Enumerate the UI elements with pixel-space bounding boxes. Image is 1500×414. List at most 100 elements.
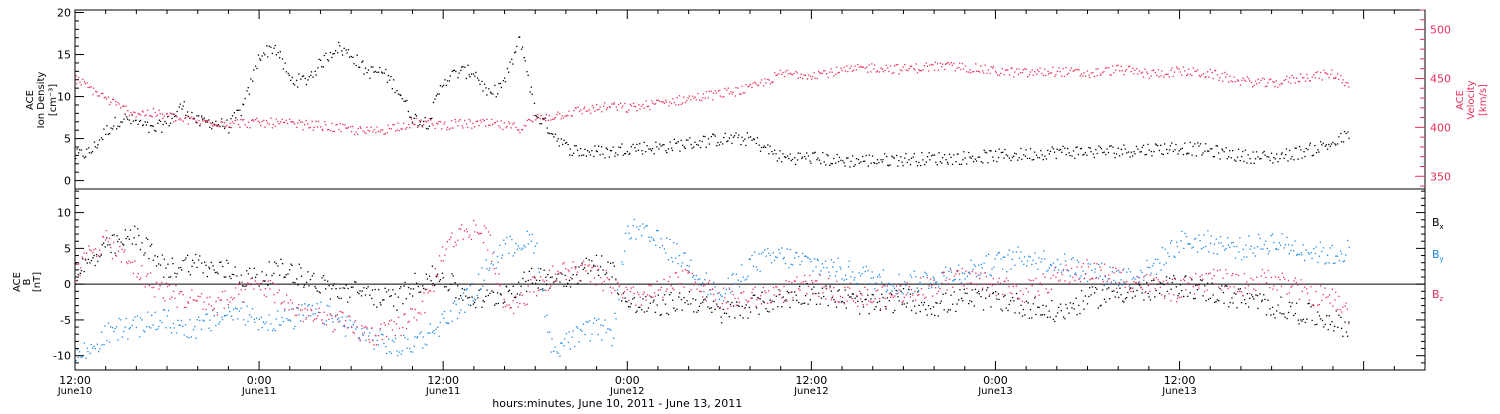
series-bz-point (278, 289, 280, 291)
velocity-series-point (830, 68, 832, 70)
series-by-point (523, 244, 525, 247)
series-by-point (320, 301, 322, 303)
density-series-point (722, 143, 724, 145)
series-bx-point (394, 293, 396, 295)
series-by-point (850, 276, 852, 278)
series-by-point (1146, 259, 1148, 262)
series-bx-point (663, 294, 666, 296)
series-by-point (377, 344, 380, 346)
density-series-point (137, 123, 139, 125)
series-by-point (232, 319, 234, 321)
series-bz-point (725, 302, 727, 304)
series-bx-point (1159, 292, 1161, 294)
series-bz-point (1078, 278, 1080, 280)
velocity-series-point (393, 123, 395, 126)
series-bx-point (1120, 294, 1122, 296)
velocity-series-point (290, 121, 292, 123)
density-series-point (820, 162, 822, 165)
series-bz-point (129, 261, 132, 264)
velocity-series-point (316, 126, 319, 128)
series-bx-point (474, 301, 476, 304)
x-tick-date-label: June11 (241, 386, 277, 397)
series-by-point (352, 324, 354, 326)
series-bz-point (1203, 290, 1206, 293)
series-by-point (466, 288, 468, 290)
density-series-point (1347, 131, 1349, 133)
series-bz-point (411, 308, 414, 310)
velocity-series-point (987, 69, 989, 71)
series-by-point (731, 274, 733, 276)
series-by-point (1056, 259, 1059, 261)
series-bz-point (670, 285, 672, 287)
velocity-series-point (193, 118, 196, 120)
series-bz-point (269, 288, 271, 290)
velocity-series-point (902, 66, 904, 68)
series-bx-point (347, 287, 349, 290)
series-bz-point (740, 292, 742, 294)
velocity-series-point (430, 119, 432, 121)
series-bx-point (698, 305, 701, 307)
velocity-series-point (311, 120, 313, 123)
velocity-series-point (92, 93, 94, 96)
series-bz-point (1300, 279, 1302, 281)
velocity-series-point (1197, 69, 1199, 71)
series-bz-point (1061, 273, 1063, 276)
density-series-point (229, 126, 231, 128)
velocity-series-point (479, 119, 481, 121)
series-bz-point (1158, 281, 1160, 283)
series-bx-point (1159, 282, 1161, 284)
series-bz-point (1117, 269, 1119, 271)
series-bx-point (193, 262, 195, 264)
density-series-point (1277, 161, 1279, 163)
velocity-series-point (477, 120, 479, 122)
series-bx-point (687, 303, 689, 305)
velocity-series-point (851, 70, 853, 72)
series-bx-point (460, 295, 462, 297)
density-series-point (1052, 148, 1055, 150)
series-by-point (1307, 252, 1309, 254)
density-series-point (574, 145, 576, 147)
series-bx-point (216, 271, 218, 273)
velocity-series-point (944, 68, 946, 71)
series-bz-point (400, 334, 402, 337)
series-bx-point (1058, 306, 1060, 309)
series-by-point (362, 334, 364, 336)
series-bx-point (271, 274, 273, 277)
series-bz-point (283, 300, 285, 303)
series-bz-point (475, 224, 477, 226)
velocity-series-point (404, 128, 407, 130)
series-bx-point (761, 291, 763, 293)
series-bz-point (510, 307, 512, 309)
series-bx-point (757, 296, 759, 299)
series-by-point (563, 345, 565, 347)
density-series-point (1229, 150, 1231, 152)
series-bx-point (328, 285, 330, 287)
series-by-point (886, 289, 888, 291)
series-bz-point (115, 254, 117, 256)
velocity-series-point (1140, 72, 1142, 74)
velocity-series-point (1158, 76, 1160, 78)
series-bz-point (1102, 281, 1104, 283)
velocity-series-point (1104, 67, 1107, 69)
velocity-series-point (516, 129, 519, 131)
series-bz-point (217, 297, 219, 299)
series-bx-point (360, 295, 363, 297)
series-by-point (1318, 255, 1321, 257)
density-series-point (80, 149, 83, 151)
series-bx-point (245, 285, 247, 287)
series-bz-point (1064, 280, 1066, 282)
series-bz-point (637, 291, 639, 293)
velocity-series-point (1194, 70, 1196, 72)
density-series-point (1192, 145, 1194, 148)
series-bx-point (1086, 303, 1089, 305)
velocity-series-point (1211, 72, 1213, 74)
velocity-series-point (665, 99, 667, 101)
series-by-point (1189, 243, 1191, 245)
series-by-point (1188, 243, 1190, 245)
series-by-point (1263, 243, 1265, 246)
velocity-series-point (682, 102, 684, 104)
series-bx-point (1183, 295, 1185, 298)
velocity-series-point (765, 82, 767, 84)
velocity-series-point (960, 68, 962, 71)
density-series-point (98, 139, 101, 141)
